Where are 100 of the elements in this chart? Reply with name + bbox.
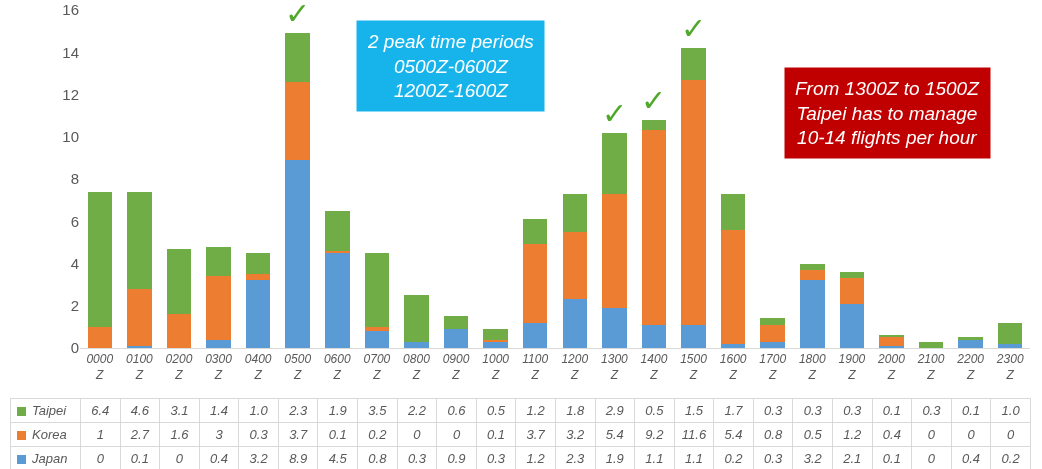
data-label: 1.9 <box>317 398 358 423</box>
bar <box>602 193 627 308</box>
data-label: 1.2 <box>832 422 873 447</box>
data-label: 0.3 <box>753 398 793 423</box>
x-tick-label: 0900 Z <box>442 352 470 382</box>
y-tick-label: 4 <box>70 254 79 272</box>
x-tick-label: 0000 Z <box>86 352 114 382</box>
bar <box>443 316 469 329</box>
data-label: 1.0 <box>238 398 279 423</box>
bar <box>87 326 113 348</box>
bar <box>285 159 310 348</box>
bar <box>364 326 390 332</box>
bar <box>166 248 192 315</box>
y-tick-label: 16 <box>62 1 79 19</box>
x-tick-label: 1000 Z <box>482 352 510 382</box>
bar <box>681 48 706 80</box>
data-label: 0.1 <box>872 398 912 423</box>
data-label: 2.3 <box>555 446 596 469</box>
legend-label: Korea <box>10 422 81 447</box>
bar <box>483 339 508 342</box>
data-label: 0.1 <box>476 422 516 447</box>
data-label: 0.9 <box>436 446 477 469</box>
data-label: 1.1 <box>674 446 714 469</box>
bar <box>522 322 548 348</box>
y-tick-label: 8 <box>70 170 79 188</box>
data-label: 11.6 <box>674 422 714 447</box>
bar <box>879 345 904 348</box>
annotation: ✓ <box>285 0 311 31</box>
data-label: 0.2 <box>990 446 1031 469</box>
data-label: 2.9 <box>595 398 635 423</box>
bar <box>958 337 983 340</box>
bar <box>522 219 548 245</box>
annotation: ✓ <box>641 83 667 118</box>
data-label: 1.7 <box>713 398 754 423</box>
bar <box>325 210 350 251</box>
data-label: 0.3 <box>753 446 793 469</box>
x-tick-label: 0100 Z <box>126 352 154 382</box>
data-label: 0.2 <box>357 422 398 447</box>
bar <box>760 318 785 325</box>
bar <box>127 345 152 348</box>
y-tick-label: 6 <box>70 212 79 230</box>
bar <box>206 246 231 277</box>
bar <box>997 322 1023 344</box>
data-label: 1 <box>80 422 121 447</box>
bar <box>839 271 865 279</box>
data-label: 0 <box>990 422 1031 447</box>
bar <box>483 341 508 348</box>
bar <box>285 33 310 82</box>
data-label: 0.2 <box>713 446 754 469</box>
data-label: 0.8 <box>753 422 793 447</box>
bar <box>720 229 746 344</box>
x-tick-label: 1200 Z <box>561 352 589 382</box>
x-tick-label: 0500 Z <box>284 352 312 382</box>
bar <box>443 328 469 348</box>
data-label: 0.3 <box>397 446 437 469</box>
bar <box>285 81 310 160</box>
bar <box>325 252 350 348</box>
x-tick-label: 1500 Z <box>680 352 708 382</box>
data-label: 3.1 <box>159 398 200 423</box>
x-tick-label: 1600 Z <box>719 352 747 382</box>
data-label: 3.2 <box>792 446 833 469</box>
annotation: ✓ <box>681 11 707 46</box>
data-label: 2.2 <box>397 398 437 423</box>
bar <box>879 335 904 338</box>
data-label: 0.3 <box>792 398 833 423</box>
x-tick-label: 1300 Z <box>601 352 629 382</box>
annotation: 2 peak time periods 0500Z-0600Z 1200Z-1600Z <box>367 31 535 102</box>
bar <box>404 341 429 348</box>
data-label: 0.6 <box>436 398 477 423</box>
data-label: 1.5 <box>674 398 714 423</box>
bar <box>760 324 785 342</box>
bar <box>800 263 825 270</box>
x-tick-label: 1900 Z <box>838 352 866 382</box>
data-label: 6.4 <box>80 398 121 423</box>
bar <box>958 339 983 348</box>
data-label: 0.5 <box>634 398 675 423</box>
data-label: 0 <box>911 422 952 447</box>
data-label: 0.5 <box>792 422 833 447</box>
data-label: 1.6 <box>159 422 200 447</box>
bar <box>918 341 944 348</box>
bar <box>602 307 627 348</box>
data-label: 0.1 <box>951 398 991 423</box>
bar <box>641 324 667 348</box>
bar <box>206 339 231 348</box>
y-tick-label: 10 <box>62 128 79 145</box>
bar <box>127 288 152 346</box>
x-tick-label: 1700 Z <box>759 352 787 382</box>
bar <box>997 343 1023 348</box>
data-label: 0.3 <box>476 446 516 469</box>
x-tick-label: 0400 Z <box>244 352 272 382</box>
data-label: 3.7 <box>515 422 556 447</box>
data-label: 1.0 <box>990 398 1031 423</box>
bar <box>720 193 746 230</box>
bar <box>87 191 113 327</box>
bar <box>245 252 271 275</box>
data-label: 0.8 <box>357 446 398 469</box>
bar <box>562 231 588 300</box>
data-label: 0.1 <box>120 446 160 469</box>
data-label: 0 <box>397 422 437 447</box>
y-tick-label: 12 <box>62 85 79 103</box>
